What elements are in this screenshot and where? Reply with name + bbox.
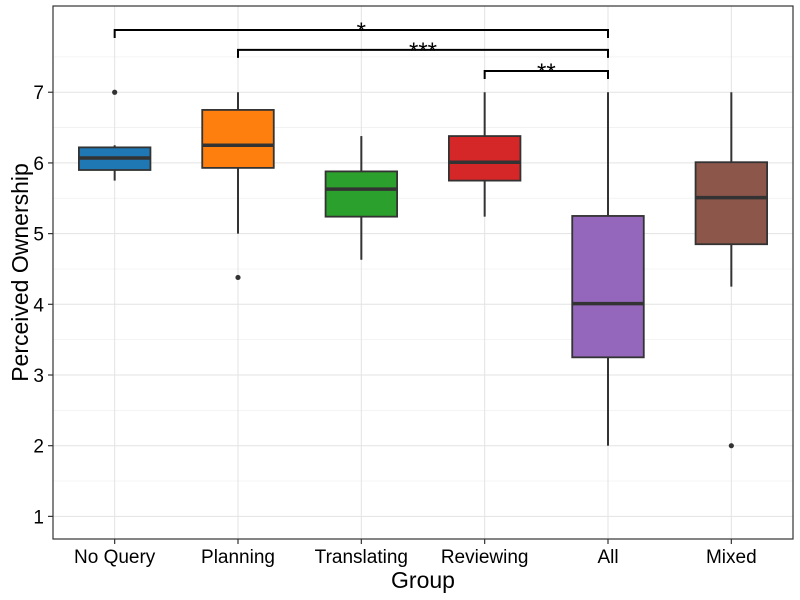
x-tick-label: Translating (315, 547, 408, 568)
y-tick-label: 3 (33, 366, 44, 387)
y-tick-label: 2 (33, 437, 44, 458)
outlier-point (728, 443, 734, 449)
plot-panel-border (52, 5, 794, 540)
significance-bracket: * (113, 18, 609, 45)
y-tick-label: 7 (33, 83, 44, 104)
box-iqr (694, 161, 768, 246)
axes: 1 2 3 4 5 6 7 No Query Planning Translating Review… (33, 83, 756, 568)
box-mixed (694, 92, 768, 449)
box-translating (324, 136, 399, 260)
x-tick-label: Reviewing (441, 547, 529, 568)
y-tick-label: 6 (33, 154, 44, 175)
x-tick-label: No Query (74, 547, 156, 568)
x-axis-title: Group (391, 567, 455, 593)
significance-bracket: *** (237, 38, 609, 65)
x-tick-label: All (597, 547, 618, 568)
grid-lines (53, 6, 793, 539)
y-tick-label: 5 (33, 225, 44, 246)
box-reviewing (447, 92, 522, 217)
y-tick-label: 1 (33, 507, 44, 528)
box-no-query (78, 89, 152, 181)
box-iqr (447, 135, 522, 182)
significance-label: *** (409, 38, 437, 65)
outlier-point (235, 274, 241, 281)
boxes (78, 89, 768, 449)
significance-brackets: ****** (113, 18, 609, 86)
bracket-line (237, 48, 609, 58)
box-iqr (571, 215, 645, 359)
y-axis-title: Perceived Ownership (7, 163, 33, 382)
significance-label: ** (537, 59, 556, 86)
box-iqr (201, 109, 275, 169)
y-tick-label: 4 (33, 295, 44, 316)
bracket-line (113, 29, 609, 39)
significance-bracket: ** (483, 59, 609, 86)
box-all (571, 92, 645, 446)
bracket-line (483, 70, 609, 80)
x-tick-label: Planning (201, 547, 275, 568)
box-iqr (324, 170, 399, 218)
outlier-point (112, 89, 118, 95)
significance-label: * (357, 18, 366, 45)
x-tick-label: Mixed (706, 547, 757, 568)
box-planning (201, 92, 275, 281)
